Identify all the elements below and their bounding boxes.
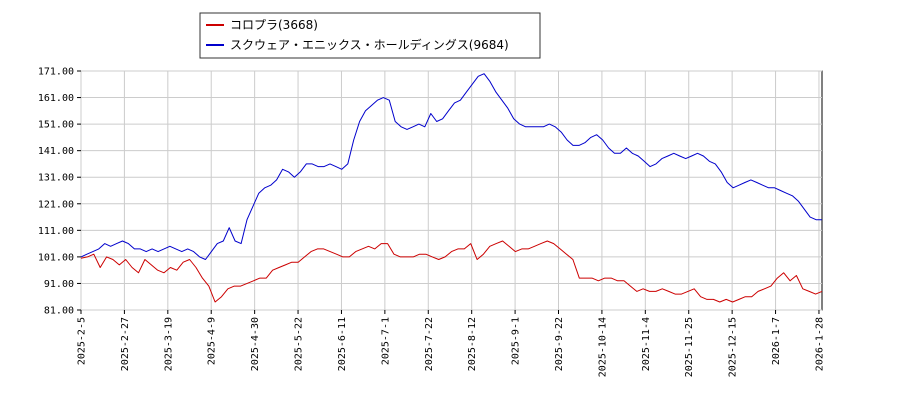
x-tick-label: 2025-3-19 bbox=[163, 317, 174, 371]
y-tick-label: 111.00 bbox=[38, 226, 74, 237]
y-tick-label: 121.00 bbox=[38, 199, 74, 210]
x-tick-label: 2025-7-1 bbox=[380, 317, 391, 365]
x-tick-label: 2025-4-9 bbox=[207, 317, 218, 365]
legend-label-square-enix: スクウェア・エニックス・ホールディングス(9684) bbox=[230, 37, 509, 52]
x-tick-label: 2026-1-28 bbox=[814, 317, 825, 371]
x-tick-label: 2025-9-22 bbox=[554, 317, 565, 371]
y-tick-label: 101.00 bbox=[38, 252, 74, 263]
x-tick-label: 2025-11-4 bbox=[641, 317, 652, 371]
x-tick-label: 2025-2-5 bbox=[77, 317, 88, 365]
x-tick-label: 2026-1-7 bbox=[771, 317, 782, 365]
series-line-colopl bbox=[80, 240, 823, 303]
x-tick-label: 2025-9-1 bbox=[511, 317, 522, 365]
y-tick-label: 141.00 bbox=[38, 146, 74, 157]
x-tick-label: 2025-6-11 bbox=[337, 317, 348, 371]
x-tick-label: 2025-2-27 bbox=[120, 317, 131, 371]
series-lines bbox=[80, 73, 823, 303]
plot-area bbox=[80, 70, 823, 311]
x-tick-label: 2025-5-22 bbox=[294, 317, 305, 371]
x-tick-label: 2025-4-30 bbox=[250, 317, 261, 371]
y-tick-label: 91.00 bbox=[44, 279, 74, 290]
y-tick-label: 161.00 bbox=[38, 93, 74, 104]
legend-box bbox=[199, 12, 541, 59]
x-tick-label: 2025-10-14 bbox=[597, 317, 608, 377]
x-axis: 2025-2-5 2025-2-27 2025-3-19 2025-4-9 2025-4… bbox=[77, 310, 825, 377]
y-tick-label: 81.00 bbox=[44, 306, 74, 317]
series-line-square-enix bbox=[80, 73, 822, 260]
x-tick-label: 2025-11-25 bbox=[684, 317, 695, 377]
legend: コロプラ(3668) スクウェア・エニックス・ホールディングス(9684) bbox=[199, 12, 541, 59]
legend-label-colopl: コロプラ(3668) bbox=[230, 18, 318, 32]
x-tick-label: 2025-8-12 bbox=[467, 317, 478, 371]
y-tick-label: 151.00 bbox=[38, 120, 74, 131]
y-tick-label: 171.00 bbox=[38, 67, 74, 78]
y-tick-label: 131.00 bbox=[38, 173, 74, 184]
y-axis: 81.00 91.00 101.00 111.00 121.00 131.00 141.00… bbox=[38, 67, 81, 317]
grid-lines bbox=[80, 70, 822, 311]
x-tick-label: 2025-12-15 bbox=[728, 317, 739, 377]
x-tick-label: 2025-7-22 bbox=[424, 317, 435, 371]
